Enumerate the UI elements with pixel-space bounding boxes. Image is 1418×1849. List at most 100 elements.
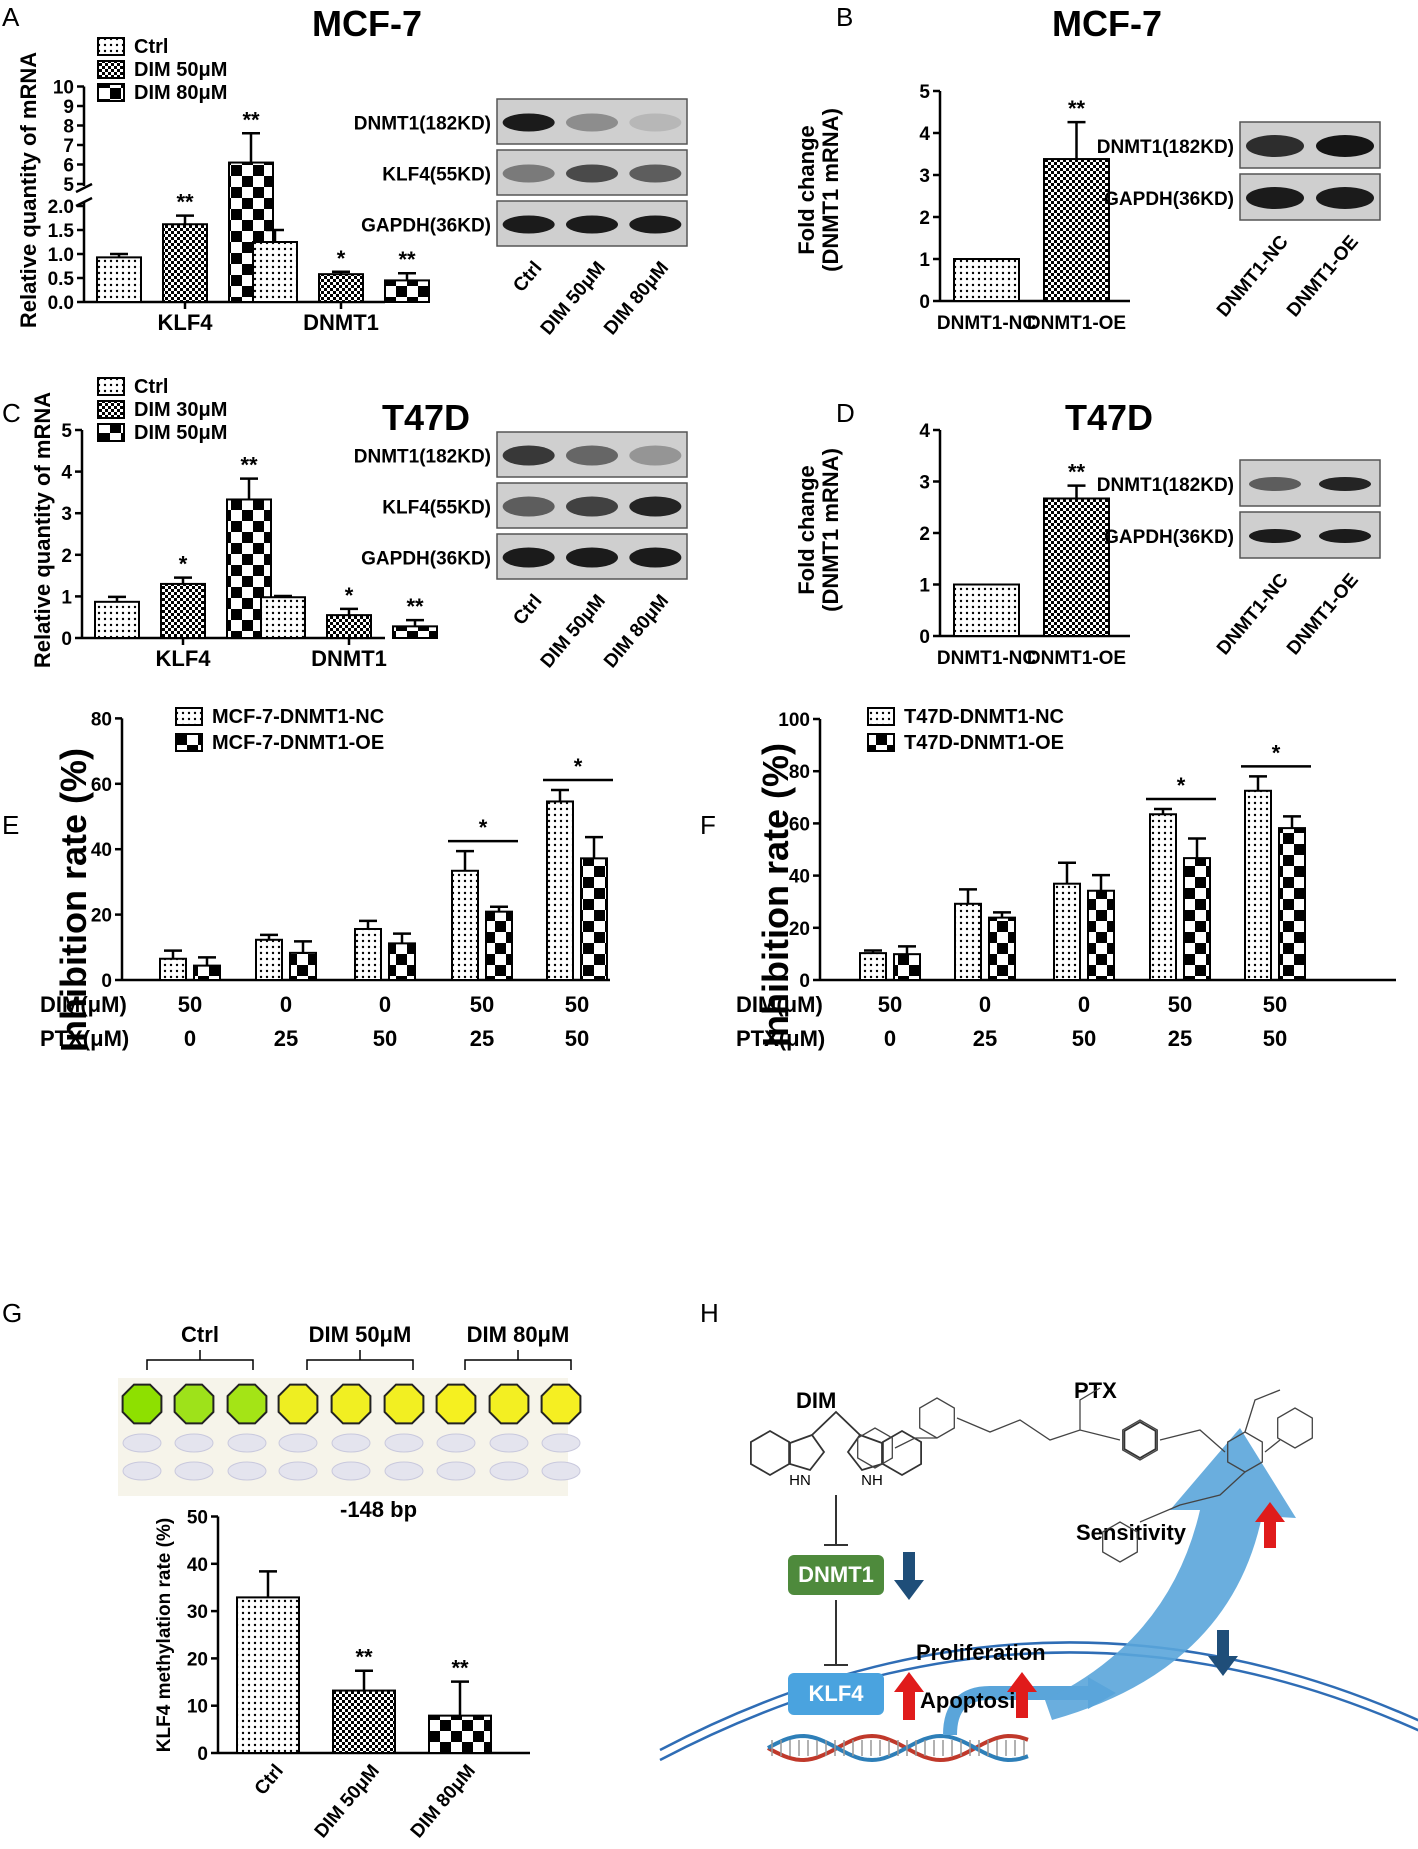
ptx-ring	[1277, 1407, 1313, 1449]
blotC-band	[629, 445, 682, 466]
chartF-legend-label: T47D-DNMT1-NC	[904, 706, 1064, 728]
panel-label-f: F	[700, 810, 716, 840]
chartB-ylabel: Fold change	[794, 125, 819, 255]
chartD-category-label: DNMT1-NC	[937, 648, 1036, 669]
blotA-band	[566, 215, 618, 234]
panel-e-svg: E 0 20 40 60 80 Inhibition rate (%) 50 0 0 25 0 50 5…	[2, 706, 613, 1052]
chartC-legend-label: DIM 30μM	[134, 399, 227, 421]
chartB-bar	[953, 258, 1020, 302]
sensitivity-label: Sensitivity	[1076, 1520, 1187, 1545]
chart-g-category-label: Ctrl	[251, 1761, 288, 1800]
chartF-ytick-label: 40	[789, 867, 810, 888]
chartD-ytick-label: 0	[919, 627, 930, 648]
chartC-bar	[392, 625, 438, 640]
chartC-category-label: KLF4	[156, 646, 212, 671]
pyrogram-peak	[436, 1433, 476, 1453]
chartA-legend-swatch	[97, 37, 125, 56]
dnmt1-label: DNMT1	[798, 1562, 874, 1587]
chartE-bar	[546, 800, 574, 982]
blotA-lane-label: DIM 80μM	[600, 258, 673, 339]
pyrogram-peak	[436, 1461, 476, 1481]
chartF-sig-label: *	[1272, 740, 1281, 765]
chartE-legend-label: MCF-7-DNMT1-OE	[212, 732, 384, 754]
panel-label-d: D	[836, 398, 855, 428]
dnmt1-box	[788, 1555, 884, 1595]
proliferation-label: Proliferation	[916, 1640, 1046, 1665]
pyrogram-peak	[278, 1433, 318, 1453]
chartF-ylabel: Inhibition rate (%)	[755, 743, 796, 1047]
chartE-ytick-label: 80	[91, 709, 112, 730]
chartE-bar	[485, 910, 513, 981]
chartB-ytick-label: 3	[919, 166, 930, 187]
chartA-category-label: DNMT1	[303, 310, 379, 335]
chartC-ytick-label: 3	[61, 504, 72, 525]
cpg-site-marker	[383, 1383, 425, 1425]
chartC-ytick-label: 5	[61, 421, 72, 442]
ptx-ring	[857, 1427, 893, 1469]
chart-a-ytick-label: 8	[63, 117, 74, 138]
chartA-sig-label: **	[242, 107, 260, 132]
chartE-ptx-value: 25	[470, 1026, 494, 1051]
chartE-row-label-dim: DIM(μM)	[40, 992, 127, 1017]
pyrrole-ring	[846, 1433, 883, 1472]
pyrogram-peak	[122, 1433, 162, 1453]
ptx-ring	[919, 1397, 955, 1439]
chartE-bar	[580, 857, 608, 981]
blotD-band	[1319, 477, 1371, 491]
chartA-bar	[384, 279, 430, 303]
pyrogram-peak	[331, 1461, 371, 1481]
chartB-ytick-label: 1	[919, 250, 930, 271]
chartF-bar	[1087, 889, 1115, 981]
chart-a-ytick-label: 1.5	[48, 221, 75, 242]
chartC-legend-swatch	[97, 400, 125, 419]
methylene-bridge	[811, 1410, 861, 1436]
methylation-group-label: Ctrl	[181, 1322, 219, 1347]
blotD-band	[1319, 529, 1371, 543]
blotB-lane-label: DNMT1-OE	[1283, 232, 1363, 322]
chartF-ptx-value: 25	[1168, 1026, 1192, 1051]
chartF-dim-value: 0	[979, 992, 991, 1017]
chart-g: 0 10 20 30 40 50 KLF4 methylation rate (%) Ctrl…	[154, 1508, 530, 1842]
chartE-bar	[255, 938, 283, 982]
blotC-lane-label: DIM 50μM	[537, 591, 610, 672]
panel-title-a: MCF-7	[312, 3, 422, 44]
chartE-bar	[289, 951, 317, 981]
chartE-ptx-value: 50	[373, 1026, 397, 1051]
sensitivity-up-arrow	[1255, 1502, 1285, 1548]
chartB-ytick-label: 5	[919, 82, 930, 103]
blotC-row-label: DNMT1(182KD)	[354, 447, 491, 468]
chartE-ylabel: Inhibition rate (%)	[53, 748, 94, 1052]
chart-g-ylabel: KLF4 methylation rate (%)	[154, 1518, 175, 1752]
chart-g-ytick-label: 0	[197, 1744, 208, 1765]
ring	[1123, 1420, 1157, 1460]
blotA-band	[629, 215, 682, 234]
blotD-row-label: DNMT1(182KD)	[1097, 475, 1234, 496]
chartF-ytick-label: 0	[799, 971, 810, 992]
chartC-ytick-label: 1	[61, 587, 72, 608]
blotD-band	[1249, 529, 1301, 543]
chartA-bar	[162, 223, 208, 304]
chartC-legend-swatch	[97, 377, 125, 396]
benzene-ring	[750, 1429, 790, 1477]
chartD-ytick-label: 1	[919, 576, 930, 597]
chartE-dim-value: 0	[379, 992, 391, 1017]
chartF-bar	[1183, 857, 1211, 981]
blotA-band	[566, 164, 618, 183]
dim-label: DIM	[796, 1388, 836, 1413]
blotA-row-label: DNMT1(182KD)	[354, 114, 491, 135]
chartF-bar	[859, 952, 887, 982]
chartF-dim-value: 50	[878, 992, 902, 1017]
amine-label: HN	[789, 1472, 811, 1489]
chart-b: 0 1 2 3 4 5 Fold change (DNMT1 mRNA) DNMT1-NC ** D…	[794, 82, 1130, 334]
chart-a-ytick-label: 7	[63, 136, 74, 157]
group-bracket	[146, 1350, 254, 1370]
panel-label-g: G	[2, 1298, 22, 1328]
chartD-ylabel: (DNMT1 mRNA)	[818, 448, 843, 612]
chart-a-ytick-label: 0.0	[48, 293, 74, 314]
panel-title-d: T47D	[1065, 397, 1153, 438]
panel-f: F 0 20 40 60 80 100 Inhibition rate (%) 50 0 0 25 0…	[700, 706, 1418, 1260]
panel-e: E 0 20 40 60 80 Inhibition rate (%) 50 0 0 25 0 50 5…	[0, 706, 700, 1260]
panel-h: H DIM HN NH DNMT1 KLF4 Proliferation Apoptosis…	[659, 1280, 1418, 1849]
chartE-ytick-label: 20	[91, 906, 112, 927]
